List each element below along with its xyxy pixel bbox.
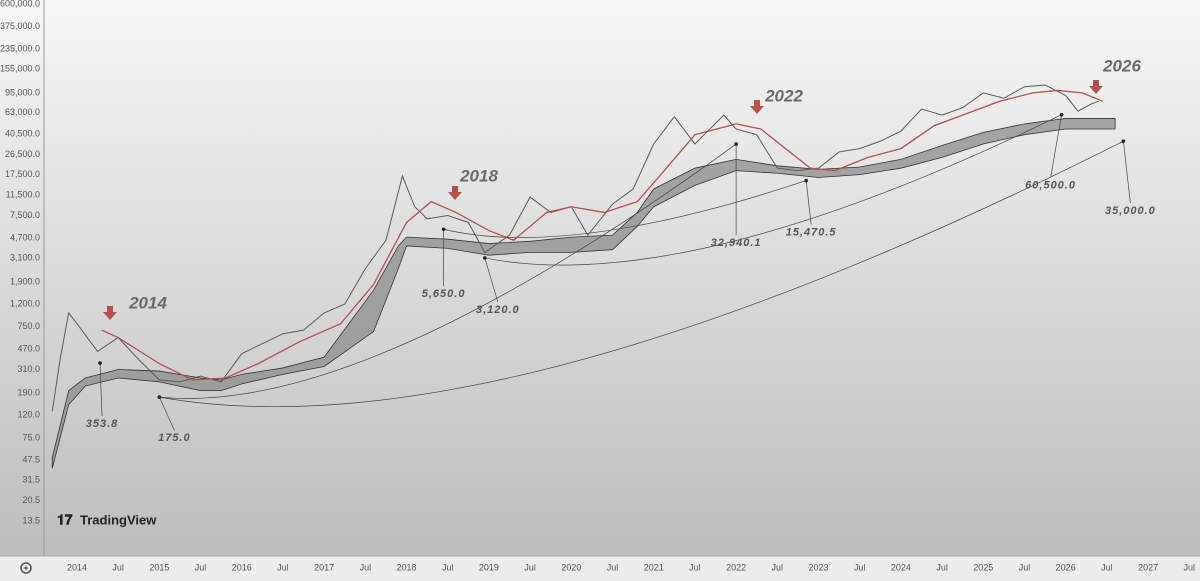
- price-label: 5,650.0: [422, 288, 466, 300]
- y-tick-label: 310.0: [17, 364, 40, 374]
- price-point: [483, 256, 487, 260]
- price-point: [98, 361, 102, 365]
- price-label: 60,500.0: [1025, 180, 1076, 192]
- x-tick-label: 2018: [397, 562, 417, 572]
- y-tick-label: 600,000.0: [0, 0, 40, 8]
- price-point: [734, 142, 738, 146]
- y-tick-label: 20.5: [22, 495, 40, 505]
- price-point: [157, 395, 162, 399]
- y-tick-label: 155,000.0: [0, 64, 40, 74]
- x-tick-label: 2019: [479, 562, 499, 572]
- watermark-logo: 𝟏𝟕: [57, 512, 73, 528]
- x-tick-label: 2016: [232, 562, 252, 572]
- x-tick-label: Jul: [360, 562, 372, 572]
- y-tick-label: 7,500.0: [10, 210, 40, 220]
- time-axis: [0, 556, 1200, 581]
- settings-button[interactable]: [20, 562, 32, 574]
- price-label: 3,120.0: [476, 304, 520, 316]
- leader-line: [99, 363, 103, 417]
- x-tick-label: Jul: [1184, 562, 1196, 572]
- price-point: [804, 178, 808, 183]
- x-tick-label: Jul: [1019, 562, 1031, 572]
- y-tick-label: 4,700.0: [10, 233, 40, 243]
- x-tick-label: Jul: [854, 562, 866, 572]
- projection-arc: [159, 140, 1124, 408]
- cycle-label: 2018: [459, 166, 498, 185]
- watermark-text: TradingView: [80, 512, 157, 527]
- y-tick-label: 235,000.0: [0, 44, 40, 54]
- y-tick-label: 1,900.0: [10, 276, 40, 286]
- watermark: 𝟏𝟕 TradingView: [57, 512, 157, 528]
- x-tick-label: 2017: [314, 562, 334, 572]
- price-label: 35,000.0: [1105, 205, 1156, 217]
- price-point: [1059, 112, 1064, 117]
- x-tick-label: 2025: [973, 562, 993, 572]
- x-tick-label: 2015: [149, 562, 169, 572]
- cycle-label: 2014: [128, 293, 167, 312]
- band: [51, 118, 1116, 469]
- y-tick-label: 47.5: [22, 454, 40, 464]
- leader-line: [805, 180, 812, 225]
- x-tick-label: 2022: [726, 562, 746, 572]
- cycle-arrow: [1089, 80, 1103, 94]
- leader-line: [1050, 114, 1062, 178]
- cycle-arrow: [750, 100, 764, 114]
- x-tick-label: Jul: [112, 562, 124, 572]
- y-tick-label: 470.0: [17, 344, 40, 354]
- projection-arc: [159, 143, 737, 399]
- x-tick-label: Jul: [524, 562, 536, 572]
- x-tick-label: Jul: [689, 562, 701, 572]
- x-tick-label: 2021: [644, 562, 664, 572]
- x-tick-label: Jul: [277, 562, 289, 572]
- y-tick-label: 40,500.0: [5, 128, 40, 138]
- price-label: 15,470.5: [786, 226, 837, 238]
- x-tick-label: Jul: [772, 562, 784, 572]
- cycle-label: 2026: [1102, 56, 1141, 75]
- cycle-label: 2022: [764, 86, 803, 105]
- price-label: 175.0: [158, 432, 191, 444]
- y-tick-label: 75.0: [22, 432, 40, 442]
- x-tick-label: 2024: [891, 562, 911, 572]
- y-tick-label: 375,000.0: [0, 21, 40, 31]
- y-tick-label: 3,100.0: [10, 253, 40, 263]
- y-tick-label: 1,200.0: [10, 298, 40, 308]
- x-tick-label: Jul: [607, 562, 619, 572]
- x-tick-label: 2014: [67, 562, 87, 572]
- x-tick-label: 2027: [1138, 562, 1158, 572]
- x-tick-label: 2020: [561, 562, 581, 572]
- y-tick-label: 11,500.0: [6, 189, 40, 199]
- x-tick-label: 2023: [808, 562, 828, 572]
- cycle-arrow: [103, 306, 117, 320]
- y-tick-label: 95,000.0: [5, 87, 40, 97]
- x-tick-label: Jul: [936, 562, 948, 572]
- y-tick-label: 13.5: [22, 515, 40, 525]
- price-point: [441, 227, 446, 232]
- projection-arc: [443, 180, 807, 238]
- projection-arc: [484, 114, 1062, 266]
- y-tick-label: 190.0: [17, 388, 40, 398]
- price-label: 353.8: [86, 418, 119, 430]
- settings-button-dot: [24, 566, 28, 570]
- leader-line: [484, 257, 499, 303]
- x-tick-label: Jul: [1101, 562, 1113, 572]
- y-tick-label: 26,500.0: [5, 149, 40, 159]
- leader-line: [159, 396, 175, 431]
- y-tick-label: 17,500.0: [5, 169, 40, 179]
- leader-line: [1123, 141, 1131, 204]
- y-tick-label: 63,000.0: [5, 107, 40, 117]
- x-tick-label: Jul: [195, 562, 207, 572]
- y-tick-label: 31.5: [22, 474, 40, 484]
- cycle-arrow: [448, 186, 462, 200]
- price-point: [1121, 139, 1126, 143]
- price-label: 32,940.1: [711, 237, 762, 249]
- y-tick-label: 120.0: [17, 410, 40, 420]
- x-tick-label: 2026: [1056, 562, 1076, 572]
- y-tick-label: 750.0: [17, 321, 40, 331]
- plot-background: [0, 0, 1200, 556]
- series-line: [101, 89, 1104, 381]
- x-tick-label: Jul: [442, 562, 454, 572]
